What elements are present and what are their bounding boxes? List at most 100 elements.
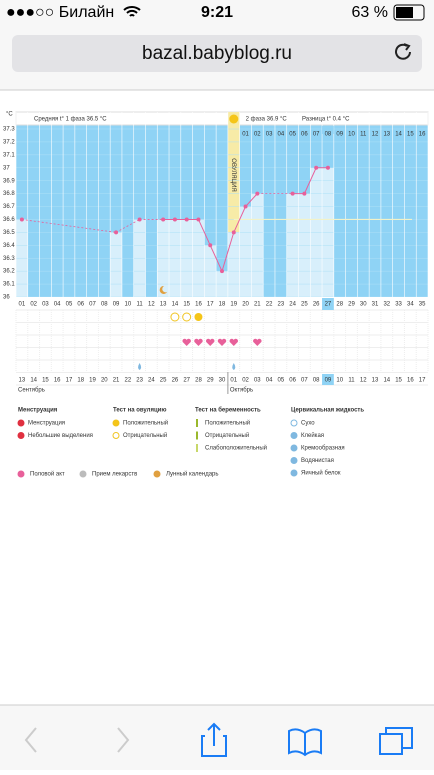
legend-item: Слабоположительный xyxy=(205,445,267,452)
legend-icon xyxy=(196,444,198,452)
phase2-day: 11 xyxy=(360,132,367,138)
bookmarks-button[interactable] xyxy=(288,728,322,757)
date: 15 xyxy=(395,378,402,384)
cycle-day: 23 xyxy=(278,302,285,308)
temperature-point xyxy=(137,217,142,222)
cycle-day: 01 xyxy=(19,302,26,308)
date: 24 xyxy=(148,378,155,384)
today-header xyxy=(322,126,334,134)
share-button[interactable] xyxy=(201,722,227,757)
tabs-button[interactable] xyxy=(379,733,403,755)
legend-icon xyxy=(290,444,298,452)
cycle-day: 32 xyxy=(383,302,390,308)
cycle-day: 21 xyxy=(254,302,261,308)
y-tick-label: 36.1 xyxy=(3,282,15,288)
url: bazal.babyblog.ru xyxy=(142,43,292,64)
month: Октябрь xyxy=(230,388,253,394)
today-cell xyxy=(322,298,334,310)
legend-title: Цервикальная жидкость xyxy=(291,408,364,414)
date: 08 xyxy=(313,378,320,384)
ovulation-sun xyxy=(229,114,239,124)
reload-arrow xyxy=(403,43,411,51)
y-tick-label: 37.1 xyxy=(3,152,15,158)
y-tick-label: 36.4 xyxy=(3,243,15,249)
temperature-point xyxy=(325,165,330,170)
reload-button[interactable] xyxy=(395,43,411,60)
legend-icon xyxy=(153,470,161,478)
y-tick-label: 37.3 xyxy=(3,127,15,133)
date: 29 xyxy=(207,378,214,384)
y-unit: °C xyxy=(6,112,13,118)
battery-fill xyxy=(396,7,413,18)
date: 03 xyxy=(254,378,261,384)
url-bar[interactable] xyxy=(12,35,422,72)
cycle-day: 35 xyxy=(419,302,426,308)
phase2-average: 2 фаза 36.9 °C xyxy=(246,117,288,123)
intercourse-heart xyxy=(253,338,262,346)
legend-title: Тест на овуляцию xyxy=(113,408,166,414)
phase1-average: Средняя t° 1 фаза 36.5 °C xyxy=(34,117,107,123)
cycle-day: 29 xyxy=(348,302,355,308)
cycle-day: 25 xyxy=(301,302,308,308)
date: 10 xyxy=(336,378,343,384)
y-tick-label: 37 xyxy=(3,165,10,171)
legend-icon xyxy=(290,419,298,427)
cycle-day: 10 xyxy=(124,302,131,308)
fluid-drop xyxy=(232,363,236,370)
cycle-day: 26 xyxy=(313,302,320,308)
legend-icon xyxy=(196,431,198,440)
phase2-day: 10 xyxy=(348,132,355,138)
phase2-day: 14 xyxy=(395,132,402,138)
y-tick-label: 36.2 xyxy=(3,269,15,275)
legend-item: Водянистая xyxy=(301,458,334,464)
phase2-day: 09 xyxy=(336,132,343,138)
battery-level: 63 % xyxy=(352,4,388,21)
legend-icon xyxy=(196,419,198,427)
back-button[interactable] xyxy=(24,727,37,753)
phase2-day: 07 xyxy=(313,132,320,138)
ovulation-test-negative xyxy=(170,312,180,322)
date: 12 xyxy=(360,378,367,384)
today-date xyxy=(322,374,334,385)
date: 26 xyxy=(172,378,179,384)
cycle-day: 08 xyxy=(101,302,108,308)
temperature-point xyxy=(220,269,224,274)
legend-item: Менструация xyxy=(28,421,65,427)
legend-item: Сухо xyxy=(301,421,315,427)
legend-icon xyxy=(17,470,25,478)
temperature-line xyxy=(292,167,328,195)
cycle-day: 19 xyxy=(230,302,237,308)
cycle-day: 13 xyxy=(160,302,167,308)
temperature-difference: Разница t° 0.4 °C xyxy=(302,117,350,123)
legend-item: Положительный xyxy=(123,420,168,427)
ovulation-column xyxy=(227,112,240,307)
intercourse-heart xyxy=(182,338,191,346)
date: 16 xyxy=(54,378,61,384)
date: 09 xyxy=(325,378,332,384)
clock: 9:21 xyxy=(201,4,233,21)
forward-button[interactable] xyxy=(117,727,130,753)
temperature-point xyxy=(255,191,260,196)
legend-item: Лунный календарь xyxy=(166,471,219,478)
temperature-point xyxy=(19,217,24,222)
cycle-day: 07 xyxy=(89,302,96,308)
cycle-day: 34 xyxy=(407,302,414,308)
temperature-point xyxy=(161,217,166,222)
cycle-day: 15 xyxy=(183,302,190,308)
battery-icon xyxy=(393,4,425,21)
month: Сентябрь xyxy=(18,388,45,394)
legend-icon xyxy=(290,469,298,477)
cycle-day: 14 xyxy=(172,302,179,308)
legend-item: Клейкая xyxy=(301,432,324,439)
phase2-day: 13 xyxy=(383,132,390,138)
y-tick-label: 36 xyxy=(3,295,10,301)
date: 13 xyxy=(19,378,26,384)
intercourse-heart xyxy=(229,338,239,346)
cycle-day: 18 xyxy=(219,302,226,308)
cycle-day: 11 xyxy=(136,302,143,308)
date: 23 xyxy=(136,378,143,384)
temperature-point xyxy=(231,230,236,235)
cycle-day: 02 xyxy=(30,302,37,308)
phase2-day: 01 xyxy=(242,132,249,138)
